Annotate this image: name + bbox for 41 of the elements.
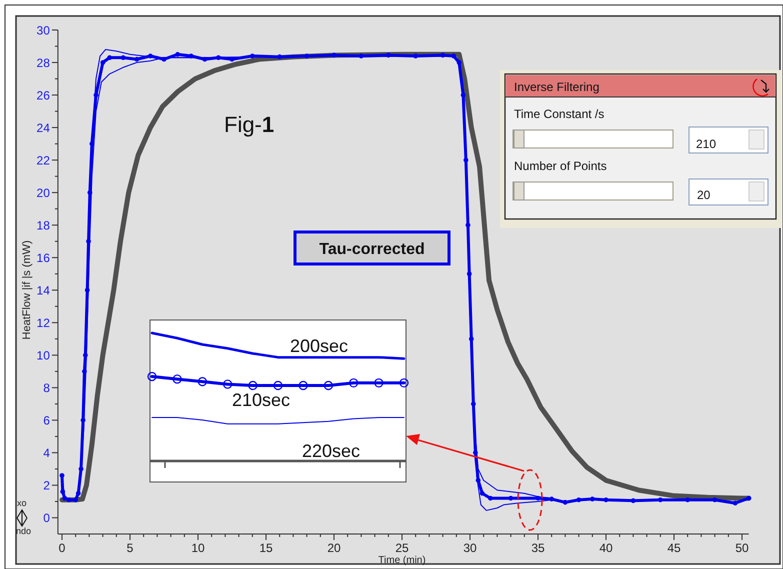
annotation: Inverse Filtering (514, 80, 600, 94)
y-axis-title: HeatFlow |if |s (mW) (21, 240, 33, 340)
y-tick-label: 0 (43, 511, 50, 526)
text: xo (17, 498, 27, 508)
y-tick-label: 24 (36, 121, 50, 136)
text: ndo (16, 526, 32, 536)
x-tick-label: 5 (126, 541, 134, 555)
x-tick-label: 50 (735, 541, 749, 555)
x-tick-label: 35 (531, 541, 545, 555)
y-tick-label: 4 (43, 446, 50, 460)
y-tick-label: 14 (36, 284, 50, 298)
y-tick-label: 2 (43, 478, 50, 493)
x-tick-label: 25 (395, 541, 409, 555)
x-tick-label: 20 (327, 541, 341, 555)
y-tick-label: 12 (36, 316, 50, 330)
x-tick-label: 40 (599, 541, 613, 555)
annotation: Tau-corrected (319, 241, 425, 258)
annotation: Number of Points (514, 159, 607, 173)
series-label: 210sec (232, 390, 290, 410)
series-label: 200sec (290, 336, 348, 356)
y-tick-label: 16 (36, 251, 50, 266)
y-tick-label: 26 (36, 88, 50, 103)
annotation: 210 (696, 137, 716, 151)
y-tick-label: 20 (36, 186, 50, 200)
y-tick-label: 6 (43, 414, 50, 428)
y-tick-label: 30 (36, 24, 50, 38)
x-tick-label: 0 (58, 541, 66, 555)
annotation: Time Constant /s (514, 107, 604, 121)
y-tick-label: 8 (43, 381, 50, 396)
y-tick-label: 18 (36, 218, 50, 233)
y-tick-label: 28 (36, 56, 50, 70)
y-tick-label: 10 (36, 348, 50, 363)
x-tick-label: 45 (667, 541, 681, 555)
x-tick-label: 10 (191, 541, 205, 555)
x-axis-title: Time (min) (378, 555, 426, 566)
x-tick-label: 15 (259, 541, 273, 555)
annotation: 20 (697, 188, 711, 202)
annotation: Fig-1 (224, 112, 274, 137)
x-tick-label: 30 (463, 541, 477, 555)
series-label: 220sec (302, 441, 360, 461)
y-tick-label: 22 (36, 154, 50, 168)
